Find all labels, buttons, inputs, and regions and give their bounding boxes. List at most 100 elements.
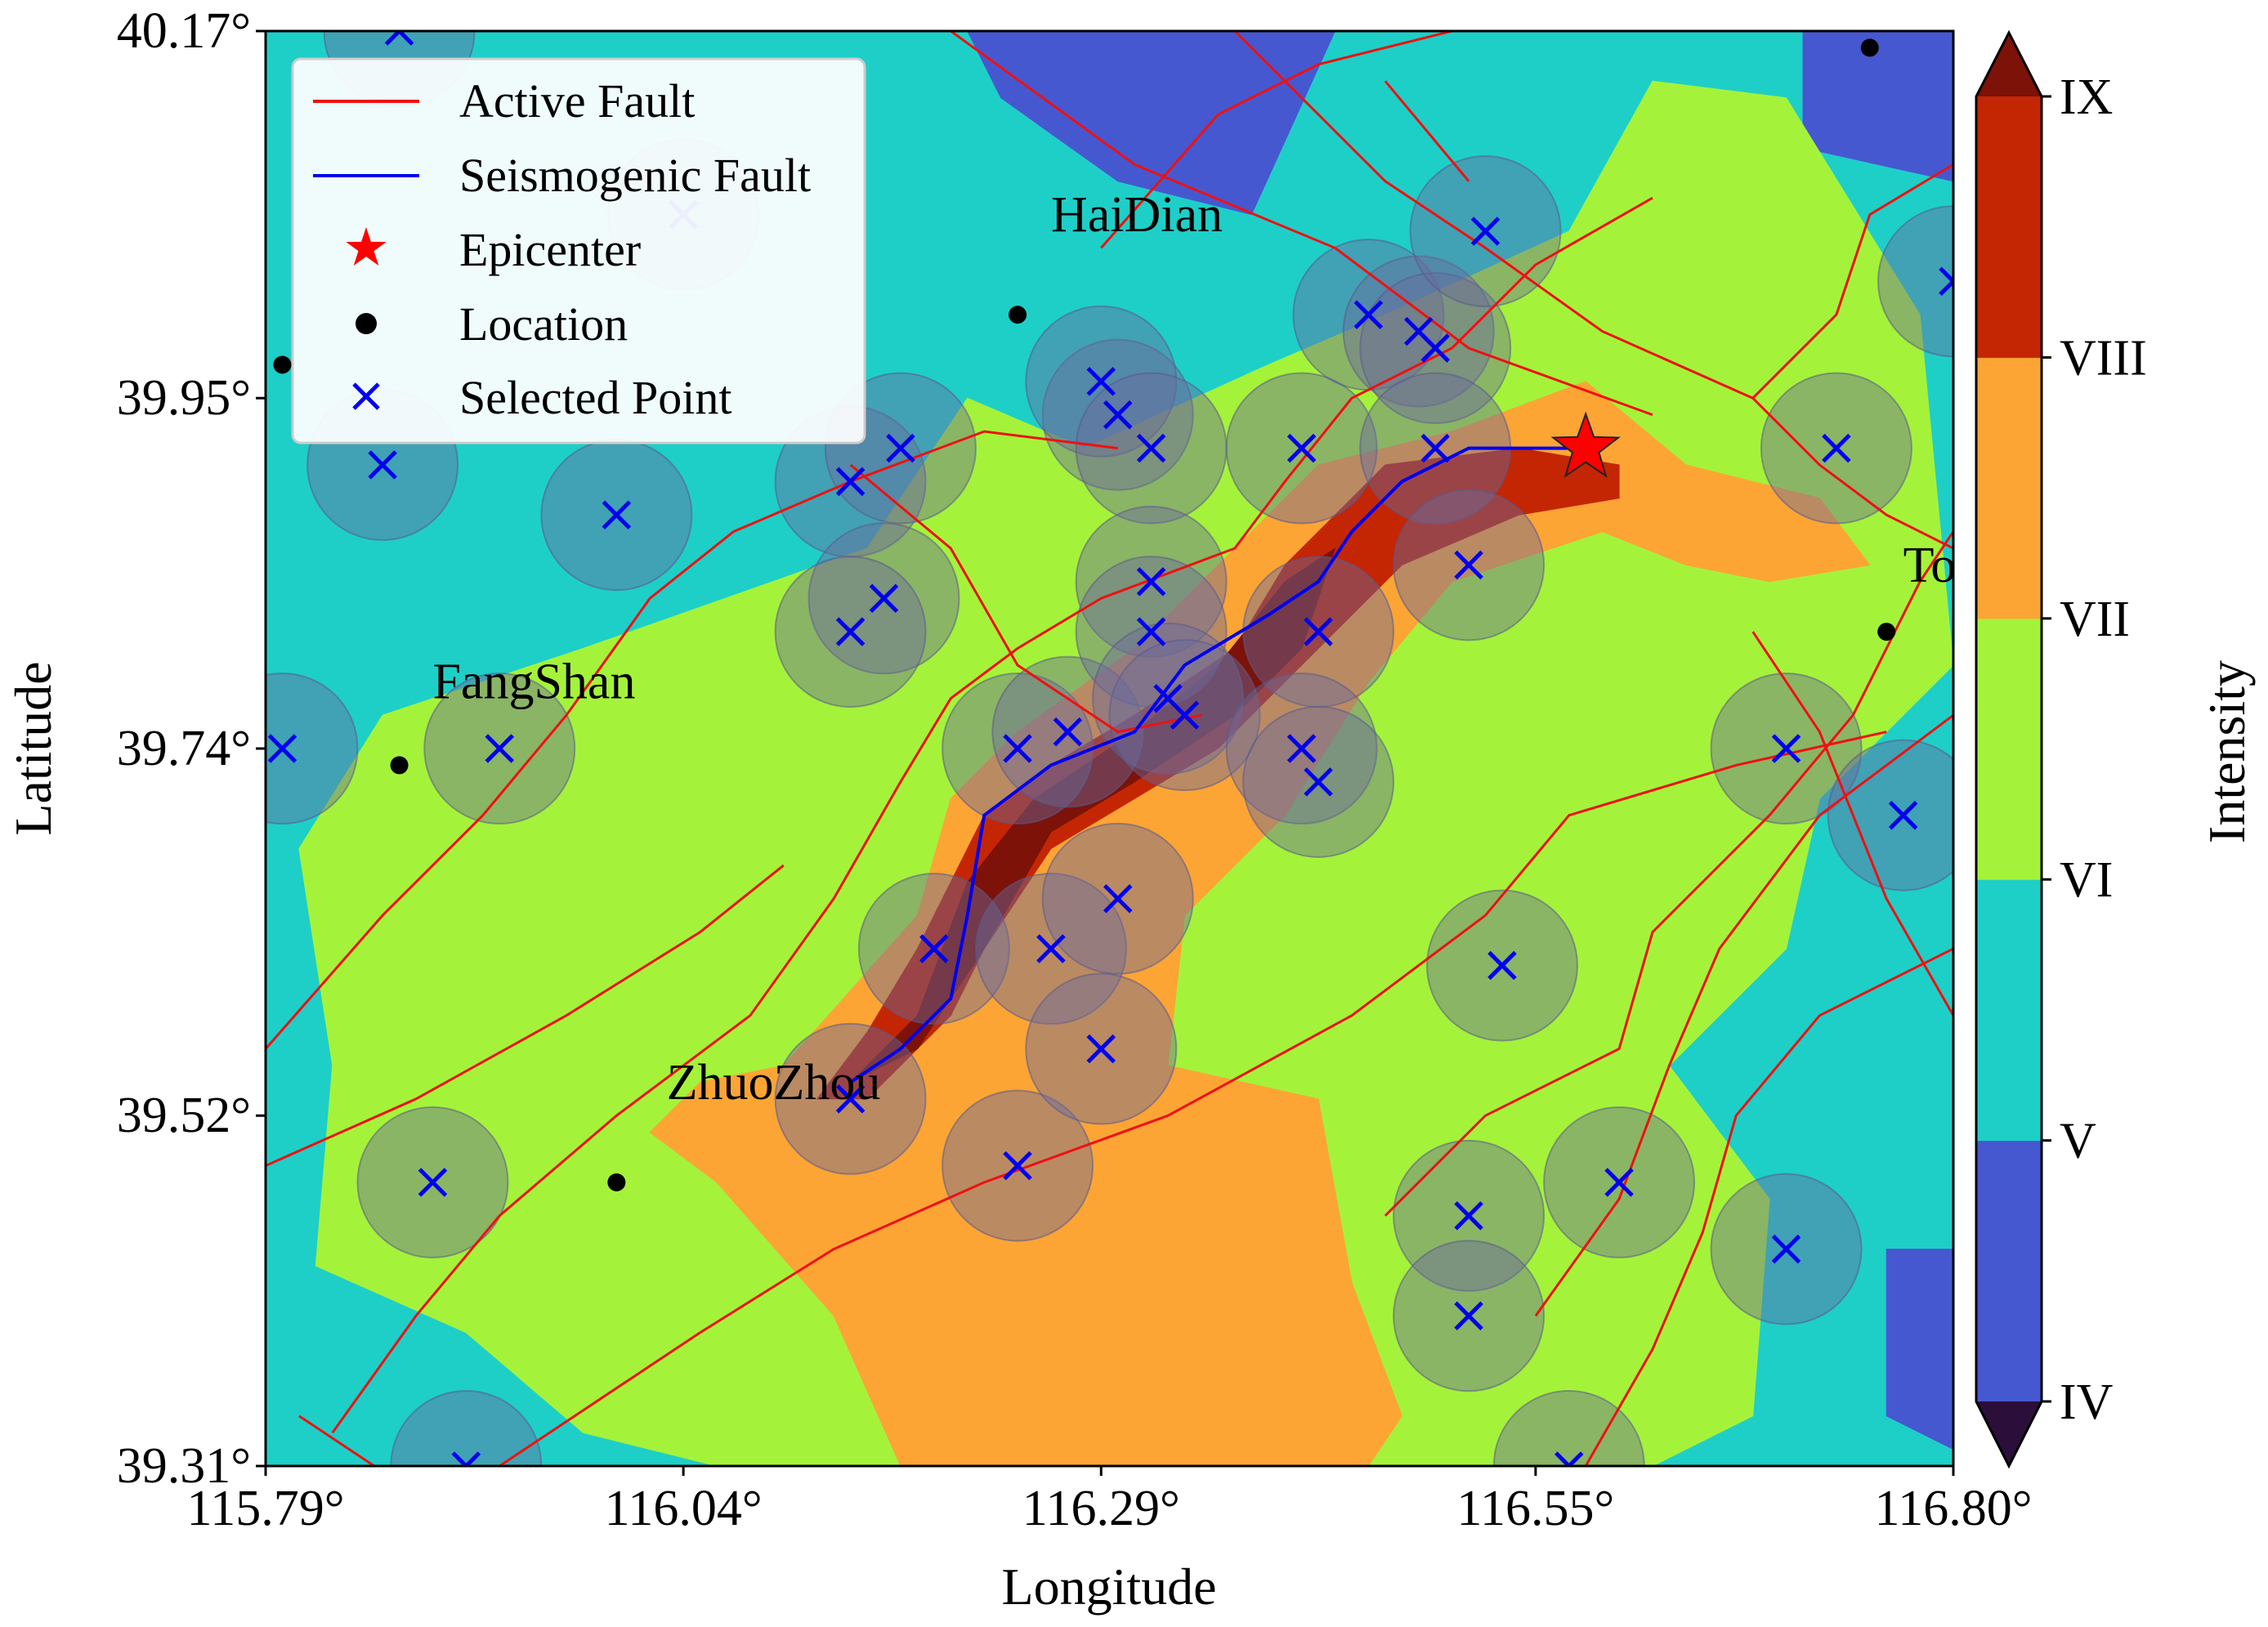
location-dot-0: [1009, 306, 1027, 324]
intensity-zone-iv-2: [1802, 31, 1953, 182]
y-tick-label-2: 39.74°: [117, 721, 251, 776]
selected-point-stroke: [1420, 333, 1450, 363]
selected-point-42: [1771, 734, 1801, 763]
y-tick-label-0: 40.17°: [117, 3, 251, 59]
active-fault-1: [266, 864, 785, 1167]
selected-point-11: [835, 617, 866, 646]
intensity-zone-iv-1: [967, 31, 1336, 216]
selected-point-stroke: [919, 934, 949, 963]
legend-epicenter-star-icon: [346, 227, 387, 266]
colorbar-over-triangle: [1976, 33, 2042, 96]
colorbar-under-triangle: [1976, 1401, 2042, 1466]
location-dot-3: [1860, 38, 1879, 57]
colorbar-segment-1: [1976, 879, 2042, 1142]
selected-point-28: [1304, 617, 1333, 646]
selected-point-stroke: [1888, 800, 1918, 830]
active-fault-5: [1384, 530, 1953, 1217]
colorbar-segment-0: [1976, 1140, 2042, 1402]
selected-point-stroke: [869, 583, 899, 614]
selected-point-stroke: [451, 1451, 469, 1466]
selected-point-45: [1888, 800, 1918, 830]
y-axis-ticks: 40.17° 39.95° 39.74° 39.52° 39.31°: [117, 3, 266, 1494]
location-markers: [273, 38, 1896, 1191]
selected-point-8: [835, 467, 866, 497]
selected-point-stroke: [1554, 1451, 1572, 1466]
x-axis-ticks: 115.79° 116.04° 116.29° 116.55° 116.80°: [187, 1466, 2033, 1536]
selected-point-stroke: [368, 450, 397, 480]
selected-point-stroke: [267, 734, 297, 763]
selected-point-stroke: [1170, 700, 1200, 730]
selected-point-stroke: [1487, 950, 1517, 981]
selected-point-stroke: [1771, 734, 1801, 763]
x-tick-label-2: 116.29°: [1022, 1481, 1180, 1536]
selected-point-25: [1103, 883, 1133, 914]
selected-point-stroke: [463, 1451, 481, 1466]
location-labels: HaiDian FangShan ZhuoZhou Shu To: [432, 0, 1982, 1111]
colorbar-tick-label-2: VI: [2060, 852, 2113, 908]
selected-point-37: [1487, 950, 1517, 981]
intensity-zone-iv-3: [1886, 1249, 1953, 1450]
selected-point-stroke: [1103, 883, 1133, 914]
active-fault-12: [950, 31, 1653, 417]
selected-point-stroke: [1566, 1451, 1584, 1466]
active-fault-10: [1233, 31, 1953, 400]
selected-point-27: [1286, 433, 1317, 463]
location-label-1: FangShan: [432, 655, 635, 710]
selected-point-stroke: [1003, 1151, 1032, 1181]
legend-selected-point-x-icon: [352, 382, 380, 410]
selected-point-40: [1604, 1168, 1634, 1197]
selected-point-18: [1103, 400, 1133, 430]
selected-point-buffer-45: [1827, 739, 1953, 892]
selected-point-stroke: [1036, 934, 1066, 963]
selected-point-stroke: [1454, 1301, 1483, 1331]
selected-points: [267, 31, 1953, 1466]
selected-point-26: [1086, 1034, 1116, 1064]
colorbar-segment-4: [1976, 96, 2042, 358]
selected-point-33: [1420, 333, 1450, 363]
selected-point-stroke: [602, 500, 632, 530]
selected-point-stroke: [1454, 550, 1483, 580]
seismogenic-fault: [849, 446, 1586, 1084]
selected-point-4: [267, 734, 297, 763]
selected-point-43: [1771, 1234, 1801, 1264]
legend-seismogenic-fault-label: Seismogenic Fault: [459, 149, 811, 202]
x-tick-label-0: 115.79°: [187, 1481, 345, 1536]
active-fault-2: [331, 196, 1653, 1434]
selected-point-31: [1353, 300, 1384, 329]
location-label-3: Shu: [1903, 0, 1982, 42]
selected-point-15: [1053, 717, 1083, 747]
selected-point-stroke: [1771, 1234, 1801, 1264]
selected-point-stroke: [835, 1084, 866, 1114]
active-fault-8: [1751, 631, 1953, 1017]
colorbar-segment-3: [1976, 357, 2042, 619]
y-tick-label-1: 39.95°: [117, 370, 251, 426]
legend: Active Fault Seismogenic Fault Epicenter…: [291, 57, 866, 445]
selected-point-stroke: [1822, 433, 1851, 463]
selected-point-stroke: [1304, 767, 1333, 797]
y-tick-label-4: 39.31°: [117, 1438, 251, 1494]
selected-point-stroke: [1454, 1200, 1483, 1231]
selected-point-2: [602, 500, 632, 530]
selected-point-stroke: [1470, 217, 1501, 246]
intensity-zone-ix-7: [850, 547, 1336, 1083]
selected-point-12: [919, 934, 949, 963]
selected-point-44: [1822, 433, 1851, 463]
legend-epicenter-label: Epicenter: [459, 223, 641, 276]
selected-point-35: [1454, 550, 1483, 580]
y-tick-label-3: 39.52°: [117, 1088, 251, 1143]
selected-point-stroke: [835, 467, 866, 497]
selected-point-stroke: [485, 734, 515, 763]
selected-point-22: [1136, 617, 1166, 646]
selected-point-6: [418, 1168, 448, 1197]
location-dot-1: [390, 756, 409, 775]
selected-point-13: [835, 1084, 866, 1114]
active-fault-9: [1751, 397, 1953, 550]
selected-point-buffer-4: [266, 673, 359, 825]
selected-point-16: [1036, 934, 1066, 963]
legend-selected-point-label: Selected Point: [459, 371, 731, 424]
selected-point-stroke: [1136, 617, 1166, 646]
legend-box: [291, 57, 866, 445]
colorbar-tick-label-4: VIII: [2060, 330, 2147, 386]
selected-point-stroke: [418, 1168, 448, 1197]
